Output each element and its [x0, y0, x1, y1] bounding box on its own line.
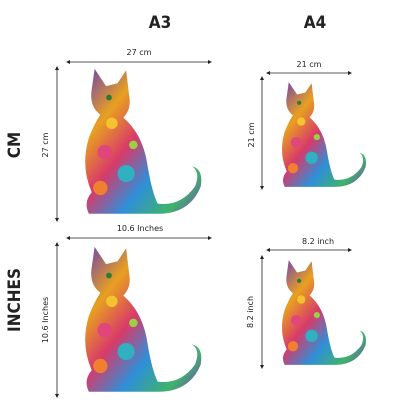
- column-header: A3: [149, 13, 171, 33]
- cat-image: [85, 68, 202, 214]
- row-header: CM: [5, 132, 25, 158]
- height-label: 8.2 inch: [246, 296, 255, 328]
- cat-image: [281, 82, 366, 187]
- cat-image: [85, 246, 202, 392]
- row-header: INCHES: [5, 268, 25, 332]
- width-label: 21 cm: [297, 60, 322, 69]
- column-header: A4: [304, 13, 326, 33]
- width-label: 27 cm: [127, 48, 152, 57]
- width-label: 8.2 inch: [302, 237, 334, 246]
- height-label: 21 cm: [247, 122, 256, 147]
- height-label: 10.6 Inches: [41, 297, 50, 343]
- height-label: 27 cm: [41, 132, 50, 157]
- width-label: 10.6 Inches: [117, 224, 163, 233]
- cat-image: [281, 260, 366, 365]
